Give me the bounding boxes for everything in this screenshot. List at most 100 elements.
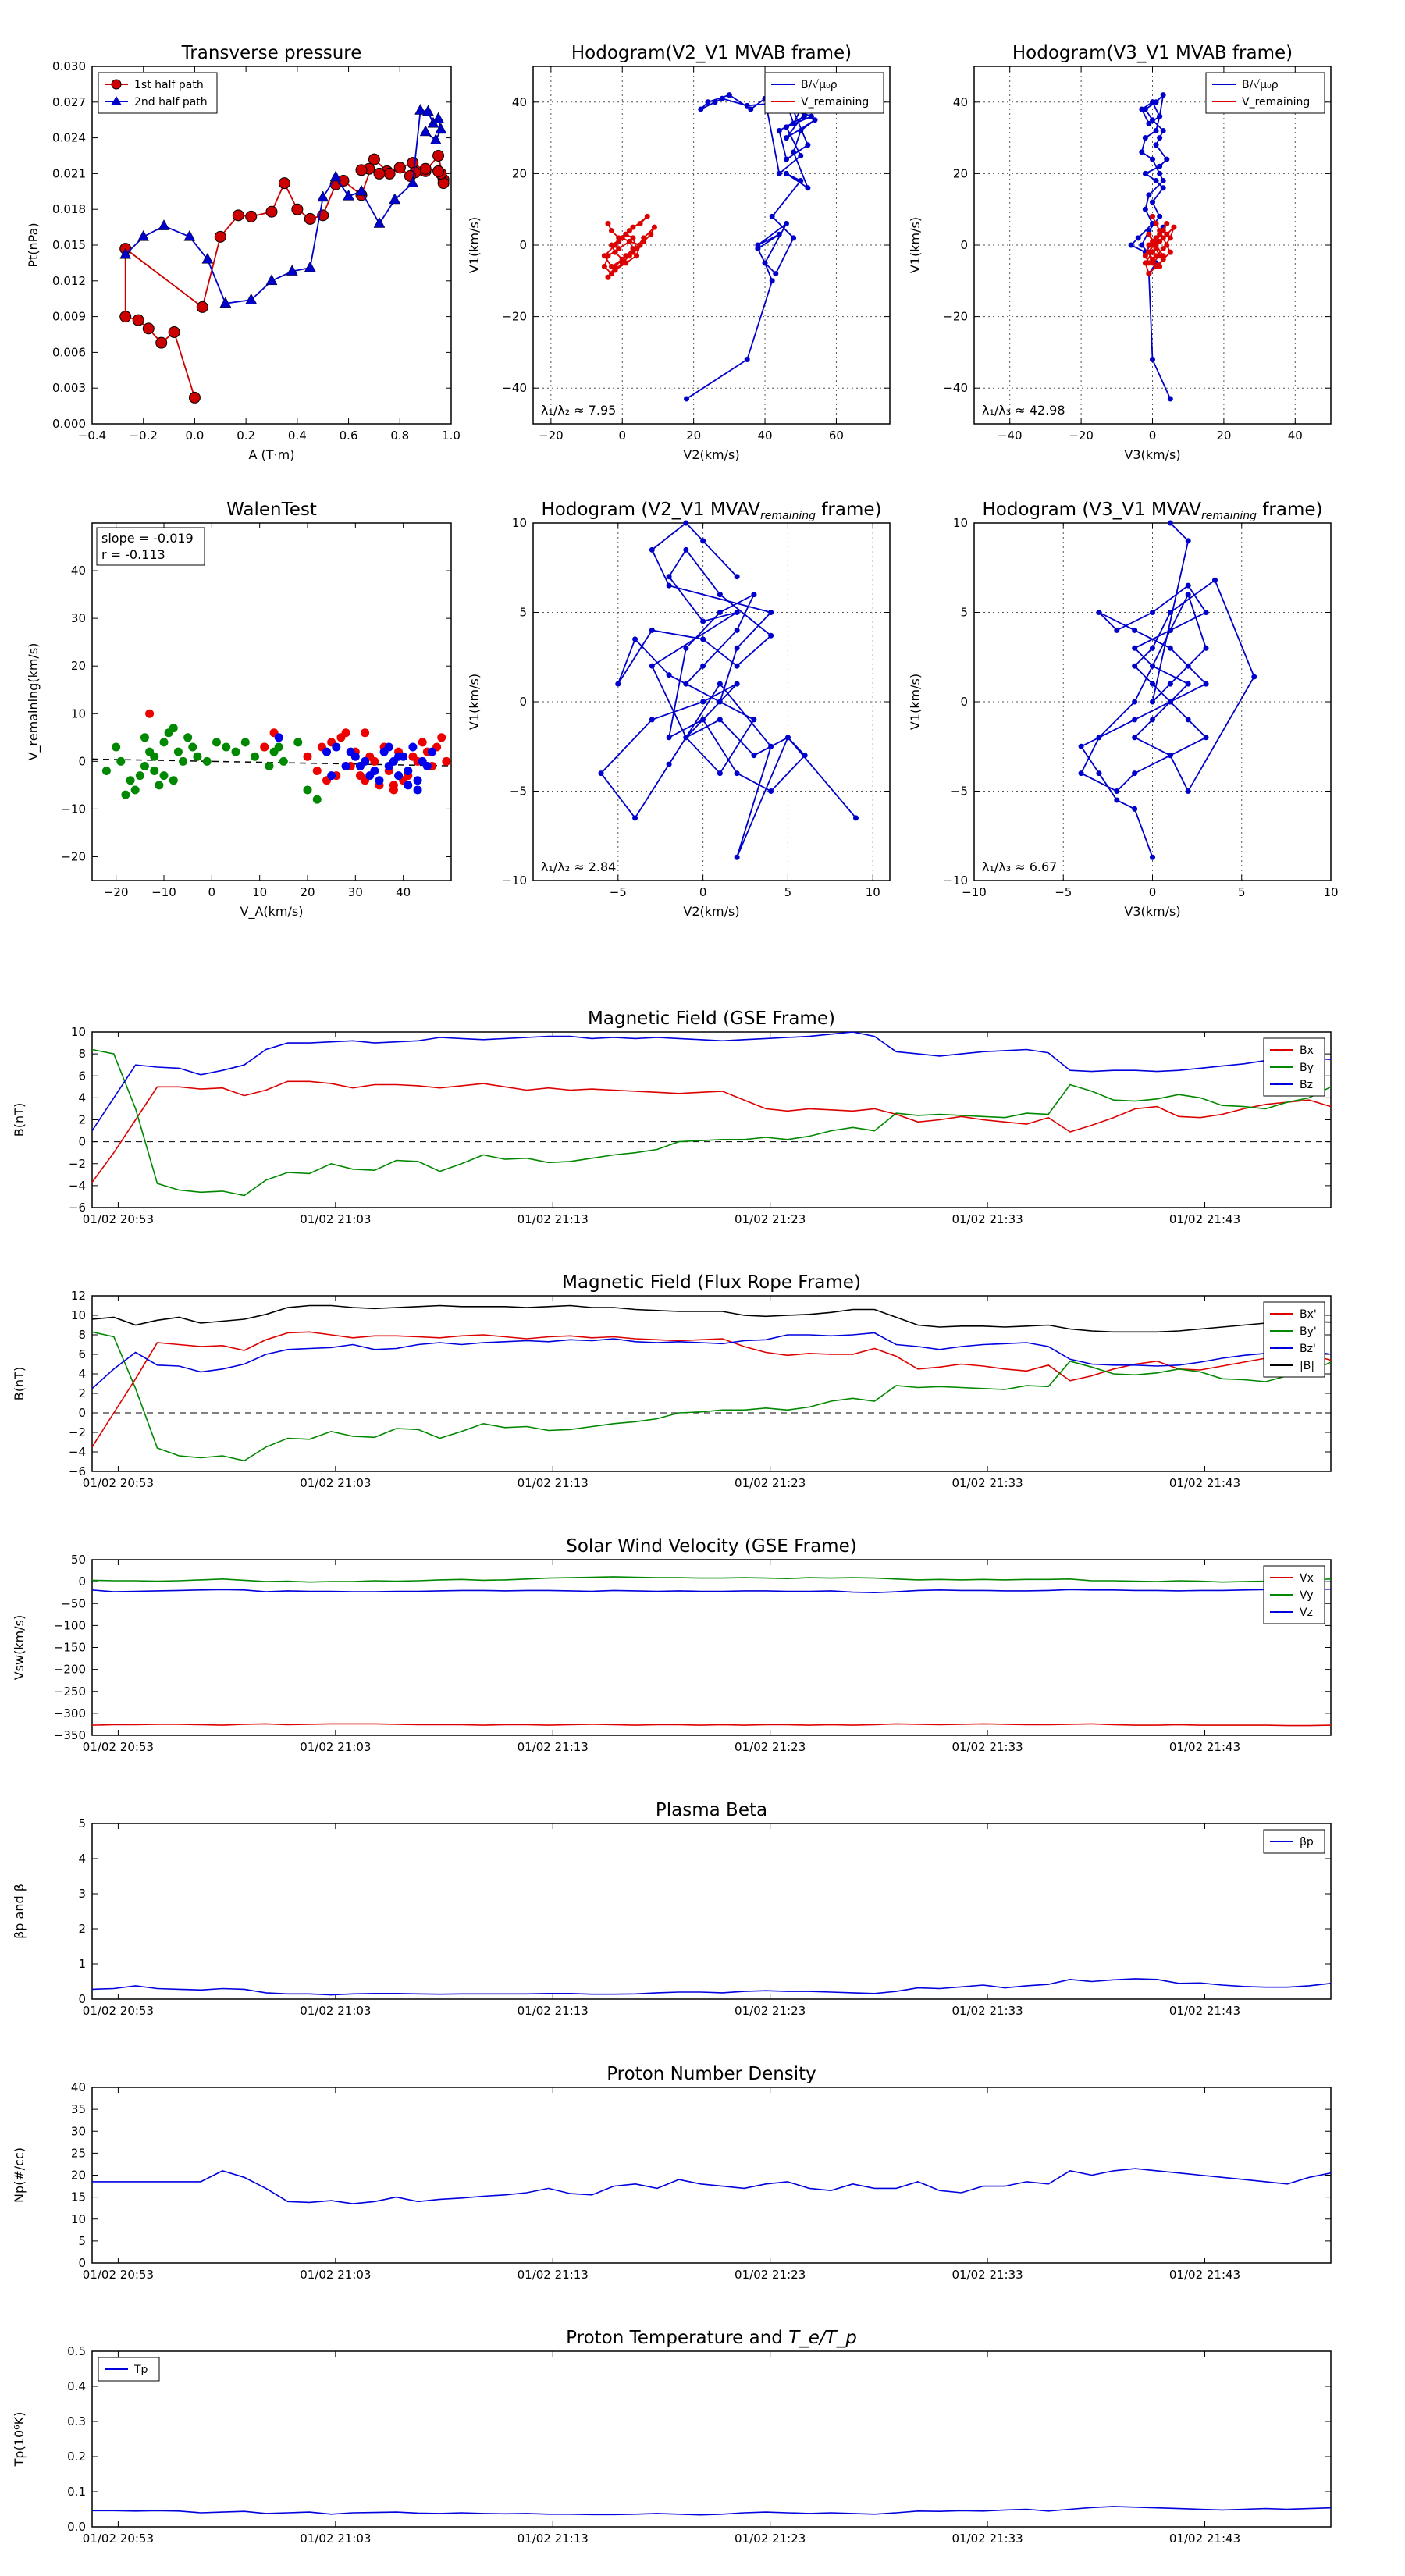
- data-point: [1203, 610, 1209, 615]
- data-point: [683, 546, 689, 553]
- x-tick-label: 20: [300, 885, 315, 899]
- x-tick-label: 0.2: [237, 429, 255, 443]
- data-point: [852, 815, 859, 821]
- data-point: [734, 610, 740, 615]
- data-point: [619, 256, 625, 262]
- legend-box: [764, 72, 884, 114]
- data-point: [355, 164, 368, 176]
- data-point: [717, 592, 723, 598]
- data-point: [1160, 246, 1166, 252]
- data-point: [193, 752, 202, 761]
- legend: Tp: [98, 2357, 160, 2382]
- x-tick-label: 0: [1149, 885, 1157, 899]
- data-point: [188, 391, 201, 404]
- data-point: [346, 747, 355, 756]
- x-tick-label: −5: [1055, 885, 1072, 899]
- data-point: [598, 770, 604, 777]
- data-point: [734, 770, 740, 777]
- legend-label: B/√μ₀ρ: [1242, 79, 1279, 91]
- chart-title: Solar Wind Velocity (GSE Frame): [566, 1536, 856, 1557]
- x-tick-label: 40: [1288, 429, 1303, 443]
- ratio-annotation: λ₁/λ₂ ≈ 2.84: [541, 859, 616, 874]
- x-axis-label: V3(km/s): [1124, 904, 1180, 919]
- data-point: [784, 735, 791, 741]
- y-tick-label: 30: [71, 2124, 86, 2138]
- x-tick-label: −20: [104, 885, 129, 899]
- data-point: [616, 246, 622, 252]
- series-line: [91, 1723, 1332, 1727]
- data-point: [734, 854, 740, 860]
- data-point: [121, 790, 130, 799]
- data-point: [1157, 253, 1163, 259]
- data-point: [1150, 663, 1155, 669]
- y-axis-label: B(nT): [12, 1367, 27, 1400]
- data-point: [1114, 627, 1120, 633]
- data-point: [630, 235, 636, 241]
- data-point: [137, 229, 150, 241]
- data-point: [1164, 221, 1170, 227]
- data-point: [173, 747, 183, 756]
- y-tick-label: 0.3: [67, 2414, 86, 2428]
- legend-label: V_remaining: [1242, 96, 1310, 109]
- data-point: [404, 767, 413, 776]
- data-point: [404, 781, 413, 790]
- data-point: [427, 747, 436, 756]
- series-line: [91, 1332, 1332, 1389]
- legend-label: By': [1300, 1325, 1317, 1338]
- data-point: [769, 213, 775, 219]
- panel-wt: −20 −10 0 10 20 30 40 −20 −10 0 10 20 30 40 WalenTest V…: [26, 500, 452, 920]
- series-line: [91, 1331, 1332, 1462]
- legend: Vx Vy Vz: [1263, 1565, 1325, 1624]
- data-point: [1167, 645, 1173, 651]
- data-point: [365, 771, 375, 781]
- data-point: [260, 742, 269, 752]
- y-tick-label: 20: [953, 166, 968, 180]
- series-line: [91, 1031, 1332, 1132]
- x-tick-label: 01/02 20:53: [83, 2268, 154, 2282]
- data-point: [341, 761, 350, 770]
- x-tick-label: 01/02 21:03: [300, 1476, 371, 1490]
- data-point: [744, 102, 750, 109]
- data-point: [1153, 221, 1159, 227]
- y-tick-label: 30: [71, 611, 86, 625]
- x-tick-label: 01/02 21:03: [300, 1740, 371, 1754]
- data-point: [1153, 178, 1159, 184]
- data-point: [1132, 806, 1138, 812]
- data-point: [1157, 163, 1163, 169]
- data-point: [630, 224, 636, 230]
- data-point: [389, 781, 398, 790]
- data-point: [684, 396, 690, 402]
- y-tick-label: 40: [71, 564, 86, 578]
- series-green: [101, 724, 322, 804]
- x-tick-label: 40: [396, 885, 411, 899]
- x-tick-label: 60: [829, 429, 844, 443]
- ratio-annotation: λ₁/λ₂ ≈ 7.95: [541, 403, 616, 418]
- plot-frame: [91, 1031, 1332, 1208]
- y-tick-label: 0.0: [67, 2520, 86, 2534]
- series-By: [91, 1048, 1332, 1197]
- data-point: [429, 133, 442, 144]
- y-tick-label: 2: [78, 1922, 86, 1936]
- data-point: [744, 357, 750, 363]
- x-tick-label: 01/02 21:33: [951, 2004, 1023, 2018]
- y-tick-label: 20: [71, 2169, 86, 2183]
- y-tick-label: −20: [943, 310, 968, 324]
- legend-label: B/√μ₀ρ: [801, 79, 838, 91]
- y-tick-label: −10: [61, 802, 86, 816]
- data-point: [1167, 699, 1173, 705]
- data-point: [808, 113, 814, 119]
- y-axis-label: βp and β: [12, 1884, 27, 1939]
- legend: Bx' By' Bz' |B|: [1263, 1301, 1325, 1378]
- x-tick-label: 01/02 21:13: [518, 2004, 589, 2018]
- y-tick-label: 10: [953, 516, 968, 530]
- data-point: [605, 221, 611, 227]
- data-point: [159, 738, 169, 747]
- data-point: [700, 663, 706, 669]
- data-point: [132, 314, 144, 326]
- data-point: [1142, 170, 1148, 176]
- y-tick-label: 20: [71, 659, 86, 673]
- y-tick-label: 0: [78, 1406, 86, 1420]
- data-point: [623, 231, 629, 237]
- data-point: [626, 253, 632, 259]
